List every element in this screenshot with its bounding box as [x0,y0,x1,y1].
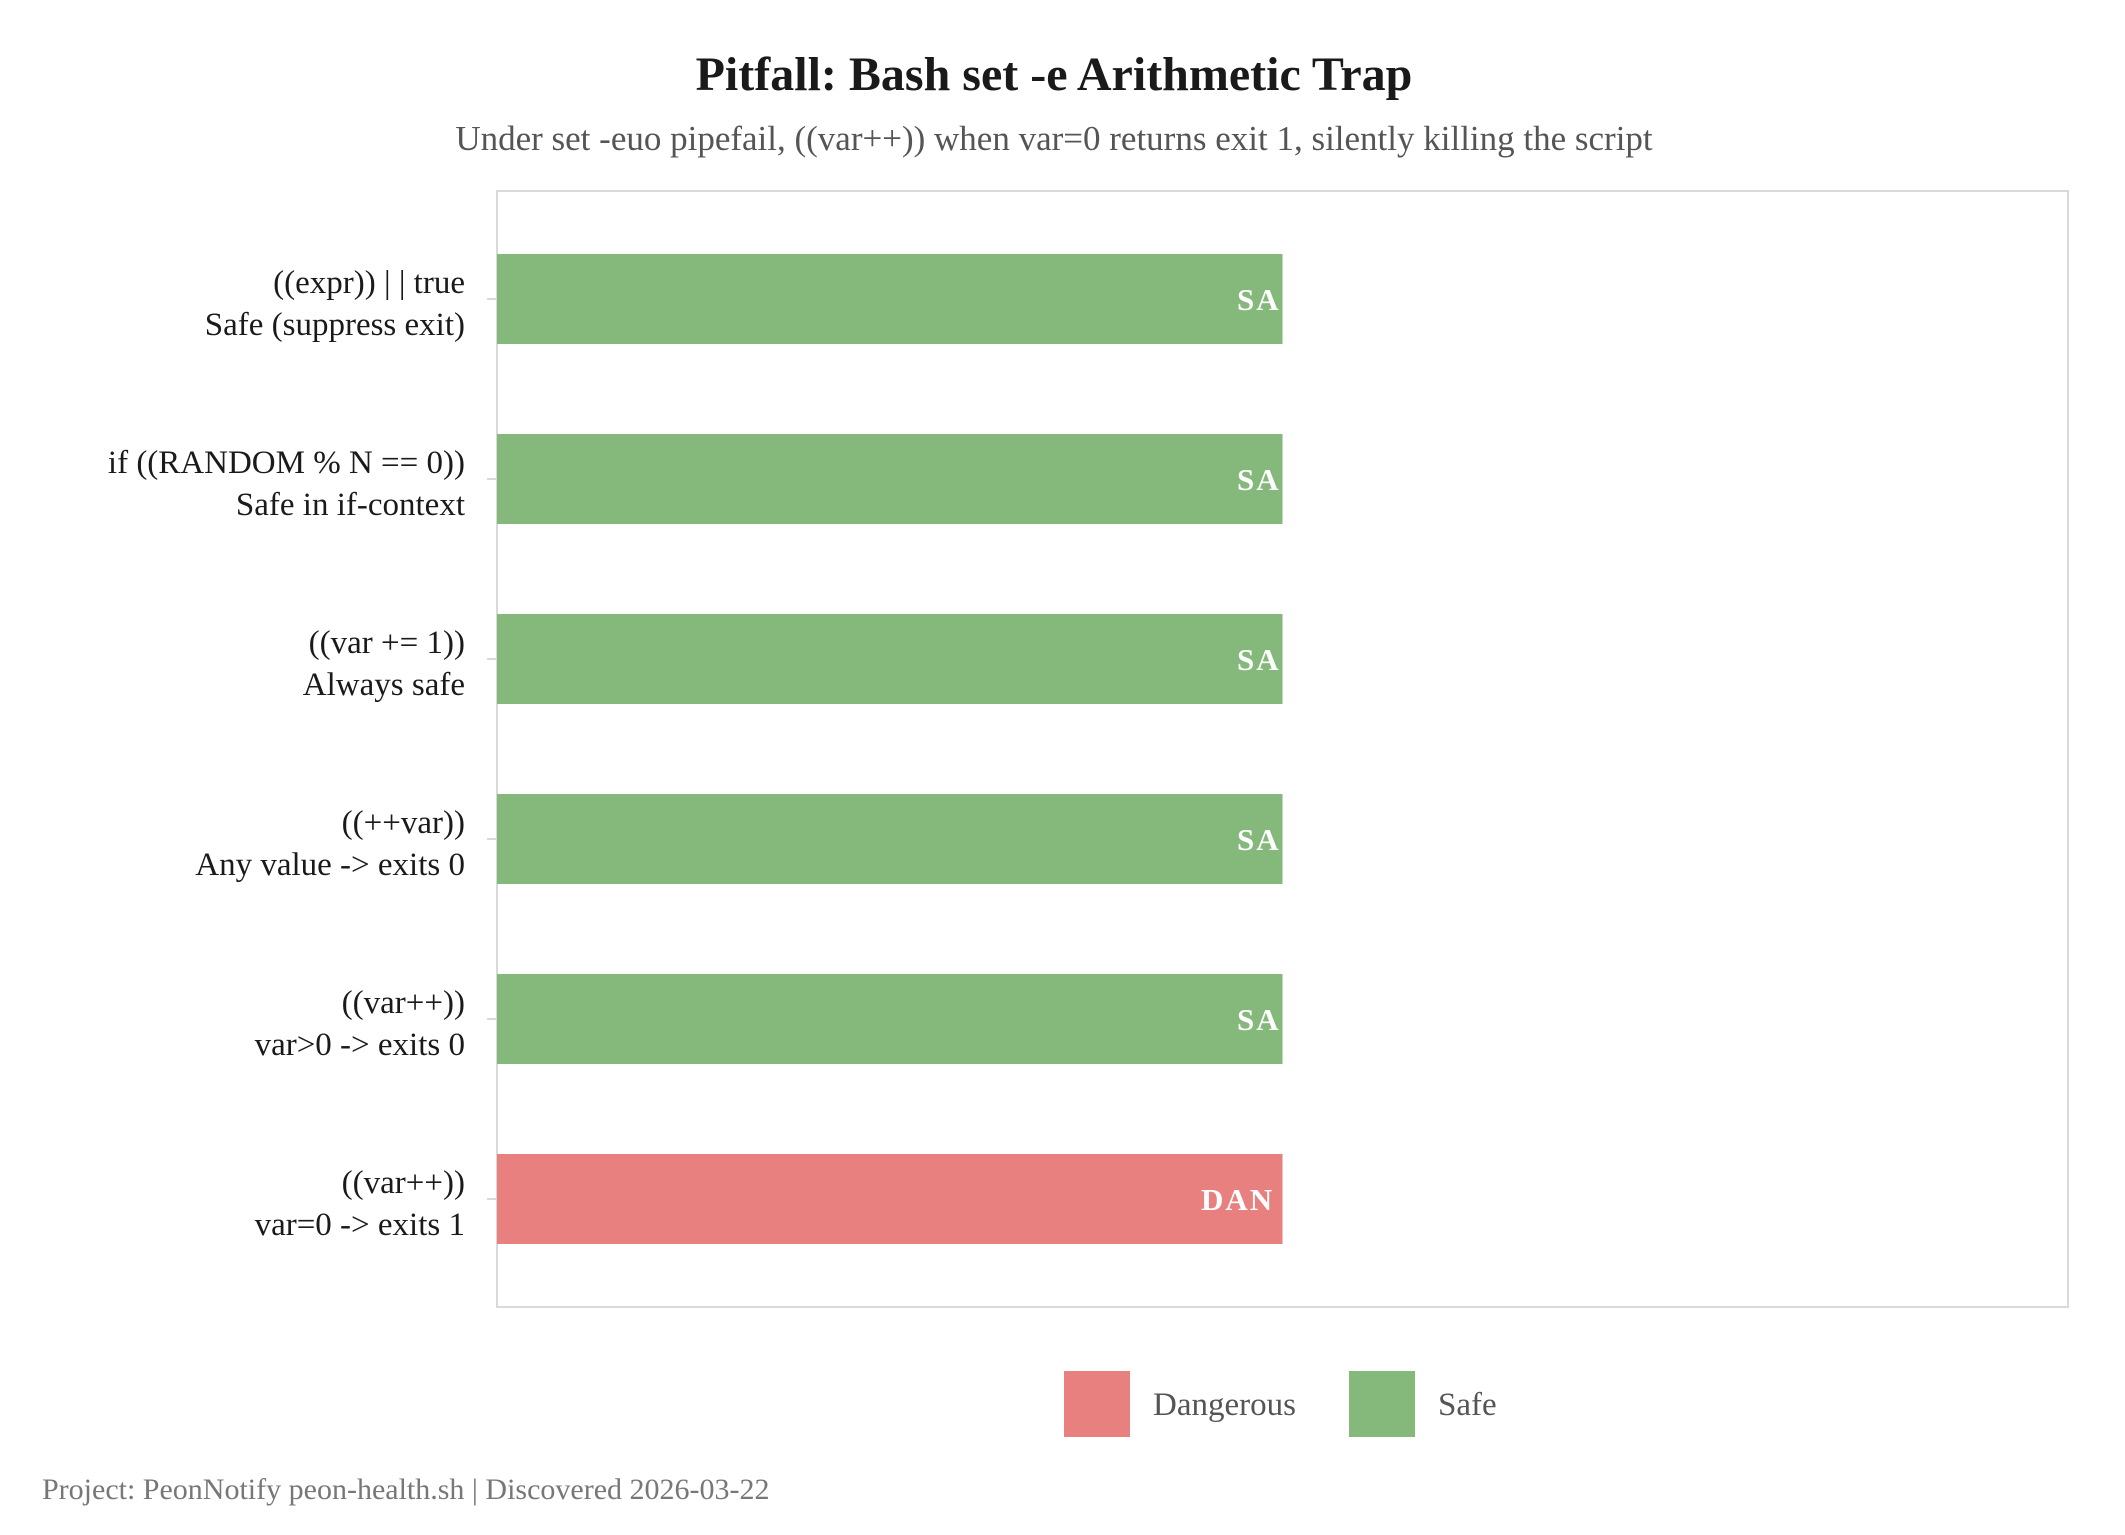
y-label-line1: ((var += 1)) [309,625,465,661]
chart-subtitle: Under set -euo pipefail, ((var++)) when … [455,119,1653,158]
bar-label: SA [1237,462,1281,497]
bar-label: SA [1237,822,1281,857]
bar-safe [497,614,1283,704]
bar-safe [497,974,1283,1064]
chart-title: Pitfall: Bash set -e Arithmetic Trap [696,48,1413,101]
bar-label: SA [1237,282,1281,317]
legend-key-safe [1349,1371,1415,1437]
y-label-line2: var>0 -> exits 0 [255,1027,465,1063]
y-label-line1: ((var++)) [342,1165,465,1201]
y-label-line1: ((var++)) [342,985,465,1021]
legend-label-dangerous: Dangerous [1153,1387,1296,1423]
y-label-line2: Safe in if-context [236,487,465,523]
bar-safe [497,434,1283,524]
bar-safe [497,254,1283,344]
y-label-line1: if ((RANDOM % N == 0)) [108,445,465,481]
y-label-line1: ((expr)) | | true [273,265,465,301]
plot-panel [496,190,2069,1308]
bar-dangerous [497,1154,1283,1244]
y-axis-labels: ((expr)) | | true Safe (suppress exit) if … [108,265,497,1243]
y-label-line1: ((++var)) [342,805,465,841]
legend-key-dangerous [1064,1371,1130,1437]
legend: Dangerous Safe [1064,1371,1497,1437]
y-label-line2: Safe (suppress exit) [205,307,465,343]
legend-label-safe: Safe [1438,1387,1497,1423]
bar-safe [497,794,1283,884]
y-label-line2: Always safe [303,667,465,703]
chart-caption: Project: PeonNotify peon-health.sh | Dis… [42,1473,770,1506]
y-label-line2: Any value -> exits 0 [195,847,465,883]
bar-label: SA [1237,1002,1281,1037]
y-label-line2: var=0 -> exits 1 [255,1207,465,1243]
bar-label: DAN [1201,1182,1274,1217]
bar-label: SA [1237,642,1281,677]
bars-layer: SA SA SA SA SA DAN [497,254,1283,1244]
